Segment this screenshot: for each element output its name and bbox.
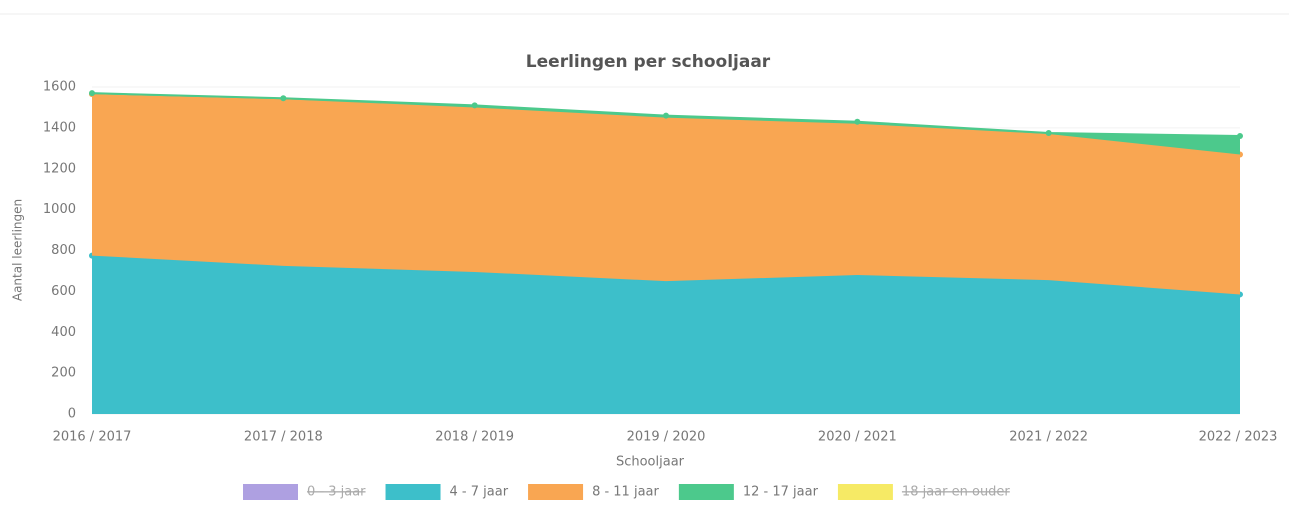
area <box>92 255 1240 414</box>
legend-label[interactable]: 12 - 17 jaar <box>743 485 819 500</box>
y-tick-label: 1600 <box>43 80 76 95</box>
legend: 0 - 3 jaar 4 - 7 jaar 8 - 11 jaar 12 - 17 j… <box>243 484 1010 500</box>
legend-swatch <box>678 484 734 500</box>
y-tick-label: 800 <box>51 243 76 258</box>
x-tick-label: 2018 / 2019 <box>435 430 514 445</box>
y-tick-label: 1200 <box>43 161 76 176</box>
x-tick-label: 2017 / 2018 <box>244 430 323 445</box>
x-axis-title: Schooljaar <box>616 455 685 470</box>
point <box>280 95 287 102</box>
chart-title: Leerlingen per schooljaar <box>526 52 771 72</box>
x-tick-label: 2019 / 2020 <box>627 430 706 445</box>
point <box>471 102 478 109</box>
legend-swatch <box>385 484 441 500</box>
legend-label[interactable]: 4 - 7 jaar <box>450 485 509 500</box>
legend-swatch <box>528 484 584 500</box>
y-tick-label: 600 <box>51 284 76 299</box>
x-tick-label: 2021 / 2022 <box>1009 430 1088 445</box>
y-tick-label: 0 <box>68 407 76 422</box>
y-tick-label: 1000 <box>43 202 76 217</box>
legend-swatch <box>837 484 893 500</box>
point <box>663 112 669 119</box>
y-tick-label: 200 <box>51 366 76 381</box>
legend-label[interactable]: 8 - 11 jaar <box>592 485 659 500</box>
legend-swatch <box>243 484 298 500</box>
x-tick-label: 2022 / 2023 <box>1199 430 1278 445</box>
y-tick-label: 400 <box>51 325 76 340</box>
legend-label[interactable]: 18 jaar en ouder <box>902 485 1011 500</box>
y-axis-title: Aantal leerlingen <box>11 199 25 301</box>
point <box>1237 133 1243 140</box>
point <box>1045 129 1052 136</box>
legend-label[interactable]: 0 - 3 jaar <box>307 485 366 500</box>
point <box>854 118 861 125</box>
area <box>92 94 1240 295</box>
point <box>89 90 95 97</box>
x-tick-label: 2020 / 2021 <box>818 430 897 445</box>
y-tick-label: 1400 <box>43 120 76 135</box>
x-tick-label: 2016 / 2017 <box>53 430 132 445</box>
